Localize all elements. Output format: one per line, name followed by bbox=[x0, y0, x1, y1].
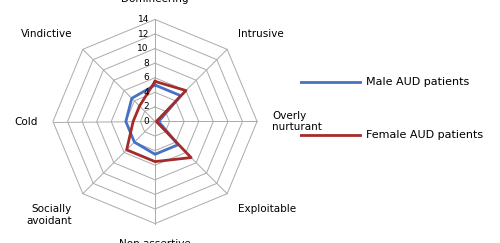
Text: Overly
nurturant: Overly nurturant bbox=[272, 111, 322, 132]
Text: 10: 10 bbox=[138, 44, 149, 53]
Text: 12: 12 bbox=[138, 29, 149, 39]
Text: 14: 14 bbox=[138, 15, 149, 24]
Text: Non assertive: Non assertive bbox=[119, 239, 191, 243]
Text: Vindictive: Vindictive bbox=[20, 28, 72, 38]
Text: 2: 2 bbox=[144, 102, 149, 112]
Text: Socially
avoidant: Socially avoidant bbox=[26, 205, 72, 226]
Text: Domineering: Domineering bbox=[121, 0, 189, 4]
Text: 0: 0 bbox=[143, 117, 149, 126]
Text: Male AUD patients: Male AUD patients bbox=[366, 77, 469, 87]
Text: 4: 4 bbox=[144, 88, 149, 97]
Text: Exploitable: Exploitable bbox=[238, 205, 296, 215]
Text: Female AUD patients: Female AUD patients bbox=[366, 130, 483, 140]
Text: 8: 8 bbox=[143, 59, 149, 68]
Text: Cold: Cold bbox=[14, 116, 38, 127]
Text: Intrusive: Intrusive bbox=[238, 28, 284, 38]
Text: 6: 6 bbox=[143, 73, 149, 82]
